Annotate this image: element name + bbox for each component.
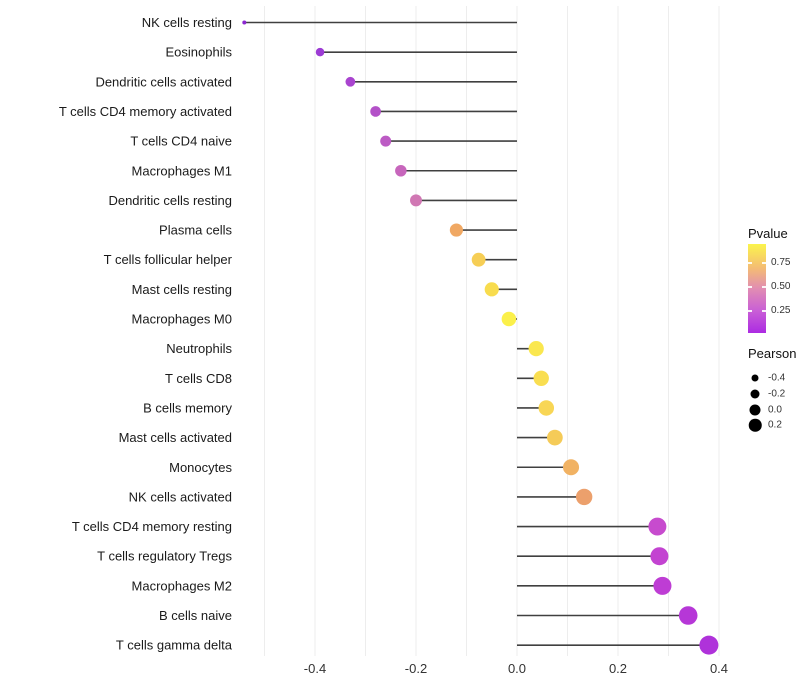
- dot: [648, 517, 667, 536]
- colorbar-tick-label: 0.25: [771, 304, 791, 316]
- y-axis-label: Macrophages M1: [132, 163, 232, 178]
- colorbar-tick-label: 0.50: [771, 280, 791, 292]
- pearson-size-label: 0.2: [768, 419, 782, 431]
- colorbar-tick-label: 0.75: [771, 256, 791, 268]
- y-axis-label: Monocytes: [169, 460, 232, 475]
- dot: [410, 194, 422, 207]
- y-axis-label: NK cells resting: [142, 15, 232, 30]
- dot: [471, 252, 486, 267]
- pearson-size-dot-icon: [748, 419, 762, 432]
- dot: [575, 488, 593, 506]
- y-axis-label: Neutrophils: [166, 341, 232, 356]
- dot: [653, 576, 672, 595]
- dot: [370, 106, 381, 117]
- y-axis-label: T cells CD8: [165, 371, 232, 386]
- dot: [484, 282, 499, 297]
- y-axis-label: T cells CD4 memory resting: [72, 519, 232, 534]
- dot: [562, 459, 580, 476]
- y-axis-label: Plasma cells: [159, 223, 232, 238]
- pearson-size-dot-icon: [749, 404, 761, 416]
- dot: [547, 429, 563, 446]
- dot: [528, 341, 544, 357]
- dot: [533, 370, 549, 386]
- y-axis-label: NK cells activated: [129, 489, 232, 504]
- pearson-legend-item: -0.4: [744, 370, 800, 386]
- dot: [650, 547, 669, 566]
- colorbar-tick-mark: [748, 261, 752, 264]
- pvalue-colorbar: [748, 244, 766, 333]
- dot: [395, 165, 407, 177]
- x-axis-label: 0.4: [710, 661, 728, 676]
- y-axis-label: Dendritic cells activated: [95, 74, 232, 89]
- y-axis-label: T cells gamma delta: [116, 638, 233, 653]
- y-axis-label: Eosinophils: [166, 45, 233, 60]
- x-axis-label: -0.2: [405, 661, 427, 676]
- pearson-size-dot-icon: [751, 374, 759, 382]
- colorbar-tick-mark: [762, 285, 766, 288]
- dot: [678, 606, 698, 625]
- pearson-legend-title: Pearson: [748, 346, 797, 361]
- x-axis-label: 0.0: [508, 661, 526, 676]
- pvalue-legend-title: Pvalue: [748, 226, 788, 241]
- y-axis-label: Mast cells resting: [132, 282, 232, 297]
- y-axis-label: T cells follicular helper: [104, 252, 233, 267]
- dot: [315, 47, 325, 57]
- dot: [242, 20, 247, 25]
- pearson-size-label: -0.4: [768, 372, 786, 384]
- dot: [699, 635, 719, 655]
- pearson-legend-item: 0.0: [744, 402, 800, 418]
- pearson-size-dot-icon: [750, 389, 760, 399]
- y-axis-label: T cells CD4 naive: [130, 134, 232, 149]
- y-axis-label: T cells CD4 memory activated: [59, 104, 232, 119]
- pearson-size-label: -0.2: [768, 388, 786, 400]
- x-axis-label: 0.2: [609, 661, 627, 676]
- y-axis-label: T cells regulatory Tregs: [97, 549, 232, 564]
- dot: [449, 223, 463, 237]
- y-axis-label: Macrophages M2: [132, 578, 232, 593]
- dot: [538, 400, 555, 416]
- pearson-legend-item: 0.2: [744, 417, 800, 433]
- y-axis-label: B cells naive: [159, 608, 232, 623]
- pearson-size-label: 0.0: [768, 404, 782, 416]
- colorbar-tick-mark: [762, 261, 766, 264]
- pearson-legend-item: -0.2: [744, 386, 800, 402]
- y-axis-label: Dendritic cells resting: [108, 193, 232, 208]
- dot: [380, 135, 392, 147]
- x-axis-label: -0.4: [304, 661, 326, 676]
- colorbar-tick-mark: [748, 285, 752, 288]
- y-axis-label: Macrophages M0: [132, 312, 232, 327]
- y-axis-label: B cells memory: [143, 400, 232, 415]
- y-axis-label: Mast cells activated: [119, 430, 232, 445]
- dot: [501, 311, 517, 327]
- colorbar-tick-mark: [748, 309, 752, 312]
- colorbar-tick-mark: [762, 309, 766, 312]
- dot: [345, 76, 356, 87]
